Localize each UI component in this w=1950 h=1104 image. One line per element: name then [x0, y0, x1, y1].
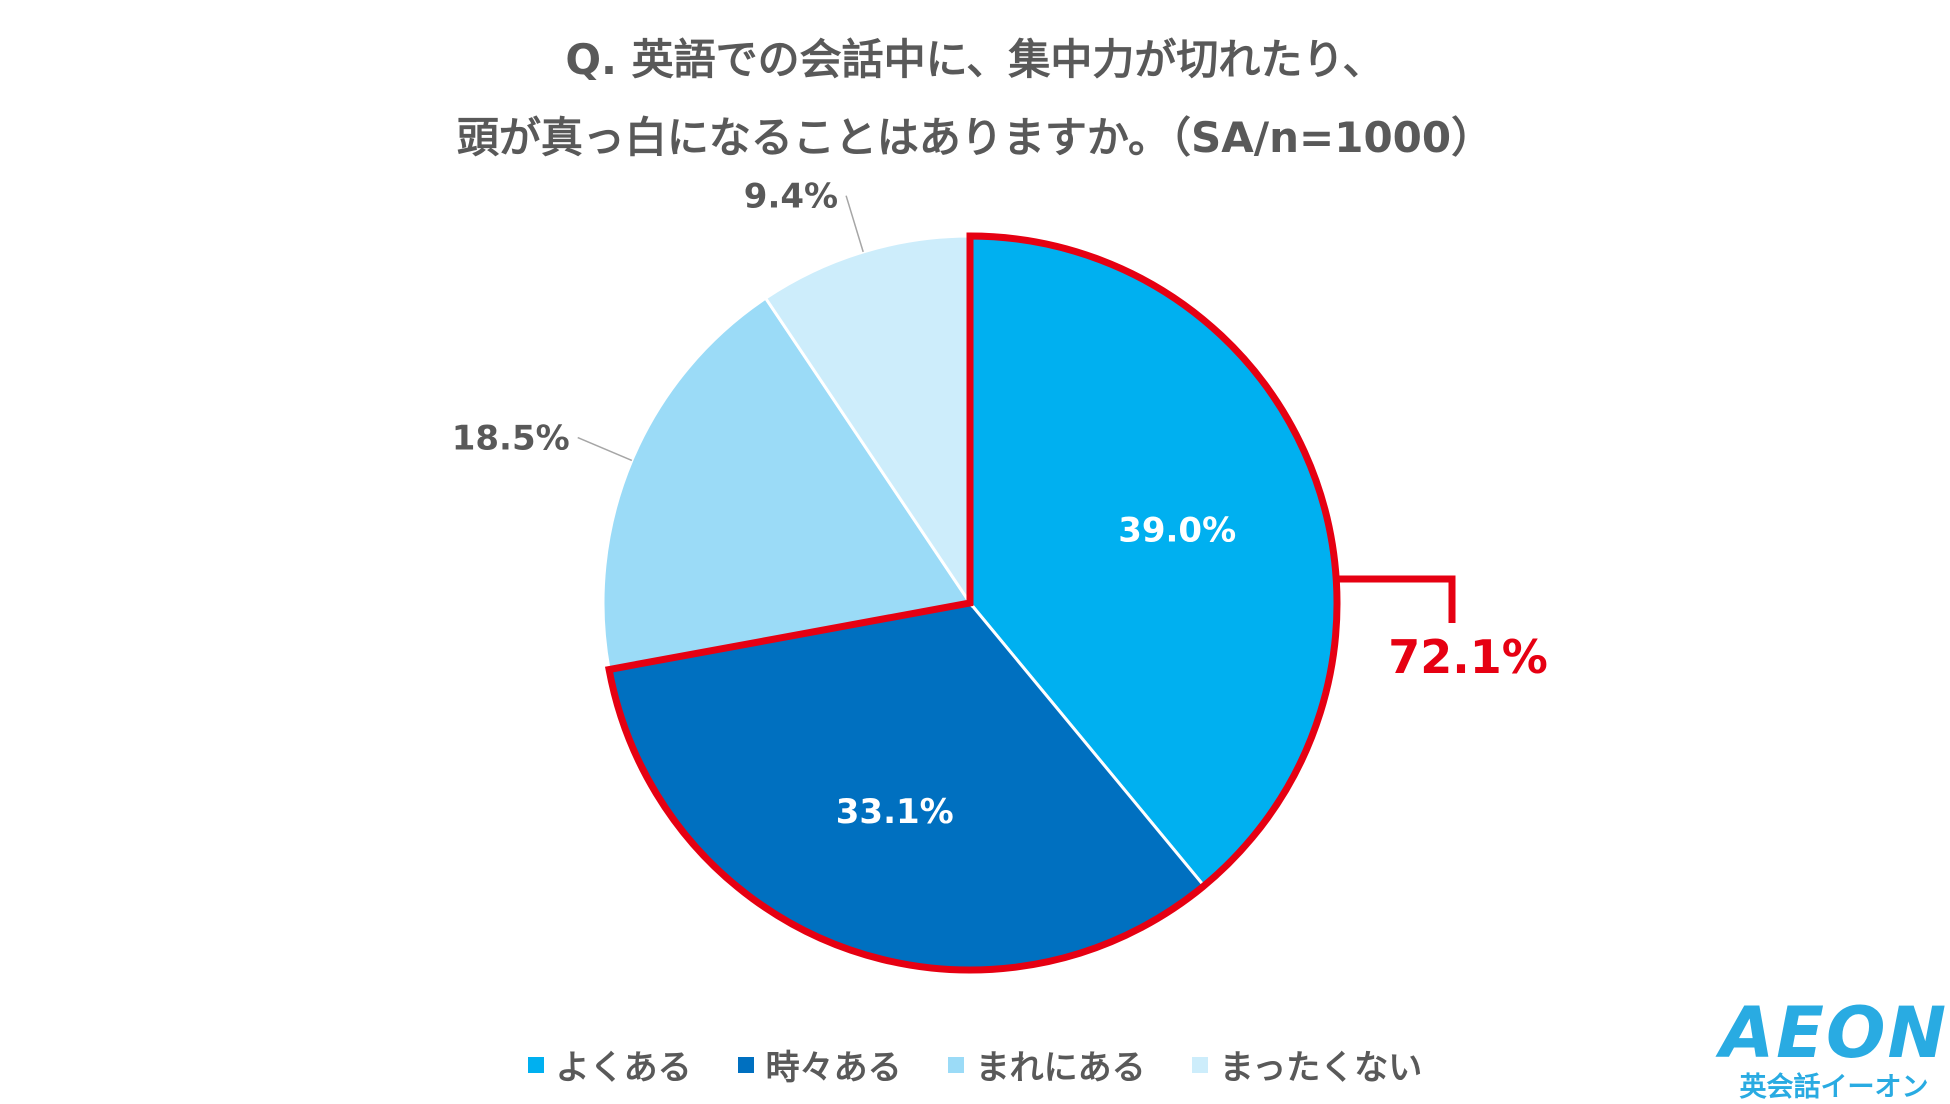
legend-item: 時々ある [737, 1040, 902, 1089]
legend-item: まれにある [947, 1040, 1146, 1089]
legend-swatch-never [1191, 1056, 1208, 1073]
legend-label: 時々ある [765, 1048, 902, 1088]
highlight-bracket [1339, 575, 1456, 623]
legend-item: よくある [527, 1040, 692, 1089]
chart-title-line1: Q. 英語での会話中に、集中力が切れたり、 [565, 35, 1385, 84]
legend-swatch-sometimes [737, 1056, 754, 1073]
data-label-sometimes: 33.1% [836, 792, 954, 832]
data-label-never: 9.4% [744, 177, 838, 217]
legend-label: まれにある [975, 1048, 1146, 1088]
leader-line [845, 195, 864, 253]
legend-swatch-often [527, 1056, 544, 1073]
chart-title-line2: 頭が真っ白になることはありますか。（SA/n=1000） [456, 113, 1494, 162]
leader-line [577, 436, 633, 462]
chart-legend: よくある 時々ある まれにある まったくない [0, 1040, 1950, 1089]
slice-rarely [601, 296, 973, 672]
legend-item: まったくない [1191, 1040, 1423, 1089]
data-label-often: 39.0% [1118, 510, 1236, 550]
highlight-outline [604, 232, 1341, 974]
legend-swatch-rarely [947, 1056, 964, 1073]
pie-chart: 72.1% 39.0% 33.1% 18.5% 9.4% [452, 177, 1548, 974]
logo-wordmark: AEON [1719, 992, 1949, 1074]
legend-label: よくある [555, 1048, 692, 1088]
logo-subtitle: 英会話イーオン [1739, 1072, 1929, 1103]
legend-label: まったくない [1219, 1048, 1423, 1088]
highlight-label: 72.1% [1388, 630, 1548, 684]
data-label-rarely: 18.5% [452, 419, 570, 459]
aeon-logo: AEON 英会話イーオン [1718, 998, 1950, 1104]
